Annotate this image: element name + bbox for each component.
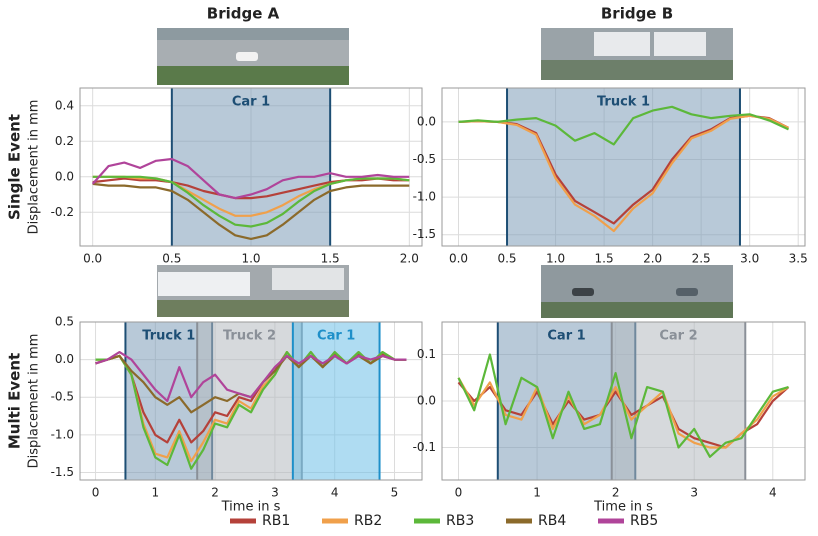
region-label: Truck 1 xyxy=(597,95,650,110)
legend-label: RB1 xyxy=(262,513,290,529)
x-tick-label: 0.5 xyxy=(162,252,181,266)
y-axis-label: Displacement in mm xyxy=(27,334,42,469)
y-tick-label: 0.4 xyxy=(55,98,74,112)
x-tick-label: 1.0 xyxy=(241,252,260,266)
x-tick-label: 4 xyxy=(331,486,339,500)
y-tick-label: 0.2 xyxy=(55,134,74,148)
y-tick-label: 0.5 xyxy=(55,315,74,329)
x-tick-label: 0 xyxy=(92,486,100,500)
event-region xyxy=(172,88,330,246)
y-axis-label: Displacement in mm xyxy=(27,100,42,235)
y-tick-label: -1.0 xyxy=(51,427,74,441)
region-label: Truck 2 xyxy=(223,329,276,344)
y-tick-label: 0.1 xyxy=(417,347,436,361)
column-title: Bridge A xyxy=(207,5,280,23)
y-tick-label: -0.5 xyxy=(413,152,436,166)
x-tick-label: 3 xyxy=(690,486,698,500)
event-region xyxy=(507,88,740,246)
photo xyxy=(541,28,733,80)
x-tick-label: 1 xyxy=(152,486,160,500)
figure: Bridge A Bridge B Single Event Multi Eve… xyxy=(0,0,818,536)
y-tick-label: 0.0 xyxy=(55,169,74,183)
x-tick-label: 0.0 xyxy=(449,252,468,266)
region-label: Car 1 xyxy=(317,329,355,344)
y-tick-label: -0.5 xyxy=(51,390,74,404)
x-tick-label: 1.5 xyxy=(595,252,614,266)
column-title: Bridge B xyxy=(601,5,673,23)
x-tick-label: 2 xyxy=(612,486,620,500)
region-label: Car 1 xyxy=(547,329,585,344)
region-label: Truck 1 xyxy=(142,329,195,344)
y-tick-label: 0.0 xyxy=(55,352,74,366)
x-tick-label: 3.5 xyxy=(789,252,808,266)
x-tick-label: 2.5 xyxy=(692,252,711,266)
x-tick-label: 0.0 xyxy=(83,252,102,266)
region-label: Car 1 xyxy=(232,95,270,110)
photo xyxy=(157,28,349,85)
photo xyxy=(157,265,349,317)
x-tick-label: 1.5 xyxy=(321,252,340,266)
region-label: Car 2 xyxy=(659,329,697,344)
legend-label: RB4 xyxy=(538,513,566,529)
legend-label: RB2 xyxy=(354,513,382,529)
y-tick-label: 0.0 xyxy=(417,394,436,408)
x-tick-label: 1.0 xyxy=(546,252,565,266)
x-tick-label: 2 xyxy=(211,486,219,500)
x-tick-label: 2.0 xyxy=(400,252,419,266)
x-tick-label: 5 xyxy=(391,486,399,500)
photo xyxy=(541,265,733,318)
x-tick-label: 4 xyxy=(769,486,777,500)
legend-label: RB5 xyxy=(630,513,658,529)
y-tick-label: -1.5 xyxy=(413,227,436,241)
event-region xyxy=(293,322,380,480)
event-region xyxy=(612,322,746,480)
x-tick-label: 3.0 xyxy=(740,252,759,266)
row-title: Single Event xyxy=(6,114,24,220)
x-tick-label: 0.5 xyxy=(497,252,516,266)
x-tick-label: 2.0 xyxy=(643,252,662,266)
x-tick-label: 1 xyxy=(533,486,541,500)
x-tick-label: 0 xyxy=(455,486,463,500)
legend-label: RB3 xyxy=(446,513,474,529)
y-tick-label: 0.0 xyxy=(417,114,436,128)
y-tick-label: -0.2 xyxy=(51,205,74,219)
y-tick-label: -0.1 xyxy=(413,440,436,454)
row-title: Multi Event xyxy=(6,353,24,449)
y-tick-label: -1.5 xyxy=(51,465,74,479)
x-tick-label: 3 xyxy=(271,486,279,500)
y-tick-label: -1.0 xyxy=(413,190,436,204)
